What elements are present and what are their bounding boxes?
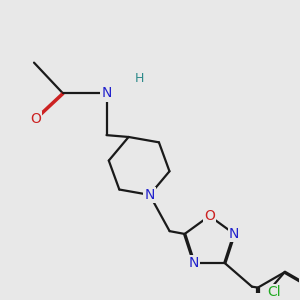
Text: N: N: [189, 256, 199, 270]
Text: O: O: [30, 112, 41, 126]
Text: N: N: [229, 227, 239, 241]
Text: N: N: [145, 188, 155, 202]
Text: Cl: Cl: [267, 285, 280, 299]
Text: O: O: [204, 209, 215, 223]
Text: N: N: [101, 86, 112, 100]
Text: H: H: [134, 72, 144, 86]
